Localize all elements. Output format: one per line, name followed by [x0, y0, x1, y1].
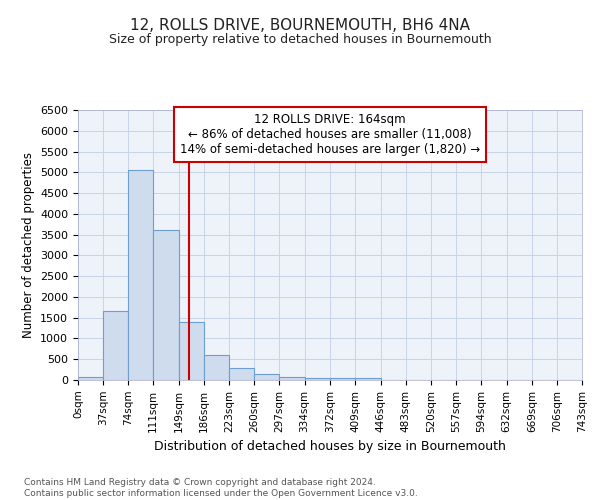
- X-axis label: Distribution of detached houses by size in Bournemouth: Distribution of detached houses by size …: [154, 440, 506, 453]
- Bar: [229, 368, 254, 380]
- Bar: [204, 355, 229, 380]
- Bar: [254, 374, 280, 380]
- Bar: [128, 170, 153, 380]
- Text: Contains HM Land Registry data © Crown copyright and database right 2024.
Contai: Contains HM Land Registry data © Crown c…: [24, 478, 418, 498]
- Bar: [305, 378, 331, 380]
- Bar: [355, 378, 380, 380]
- Bar: [153, 230, 179, 380]
- Text: Size of property relative to detached houses in Bournemouth: Size of property relative to detached ho…: [109, 32, 491, 46]
- Bar: [179, 322, 204, 380]
- Bar: [280, 377, 305, 380]
- Y-axis label: Number of detached properties: Number of detached properties: [22, 152, 35, 338]
- Bar: [103, 312, 128, 380]
- Text: 12, ROLLS DRIVE, BOURNEMOUTH, BH6 4NA: 12, ROLLS DRIVE, BOURNEMOUTH, BH6 4NA: [130, 18, 470, 32]
- Bar: [331, 378, 355, 380]
- Bar: [78, 377, 103, 380]
- Text: 12 ROLLS DRIVE: 164sqm
← 86% of detached houses are smaller (11,008)
14% of semi: 12 ROLLS DRIVE: 164sqm ← 86% of detached…: [180, 112, 480, 156]
